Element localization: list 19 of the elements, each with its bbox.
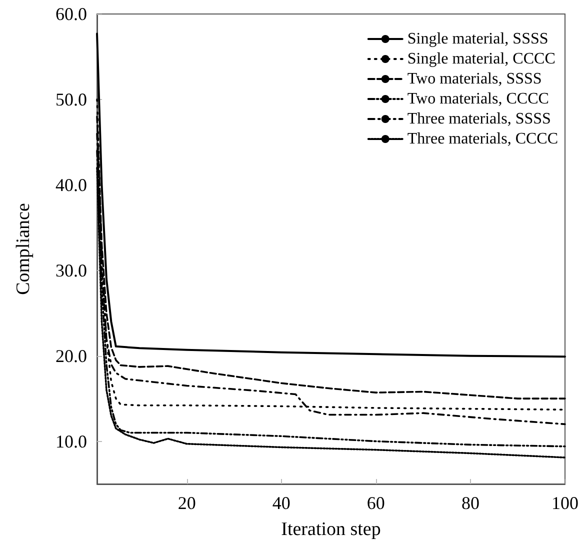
x-tick-label: 20 — [178, 493, 196, 513]
x-tick-label: 60 — [366, 493, 385, 513]
x-tick-label: 80 — [461, 493, 480, 513]
x-tick-label: 40 — [272, 493, 290, 513]
y-tick-label: 60.0 — [56, 4, 87, 24]
y-tick-label: 10.0 — [56, 431, 87, 452]
legend-label: Single material, SSSS — [407, 30, 548, 48]
y-tick-label: 30.0 — [56, 260, 87, 280]
legend-label: Three materials, CCCC — [407, 130, 558, 148]
y-tick-label: 50.0 — [56, 89, 87, 110]
legend-label: Two materials, SSSS — [407, 70, 542, 88]
y-tick-label: 20.0 — [56, 346, 87, 366]
y-tick-label: 40.0 — [56, 174, 87, 195]
x-tick-label: 100 — [552, 493, 578, 513]
legend-label: Single material, CCCC — [407, 50, 556, 68]
x-axis-title: Iteration step — [281, 519, 381, 540]
legend-label: Three materials, SSSS — [407, 110, 551, 128]
y-axis-title: Compliance — [13, 203, 34, 295]
legend-label: Two materials, CCCC — [407, 90, 549, 108]
